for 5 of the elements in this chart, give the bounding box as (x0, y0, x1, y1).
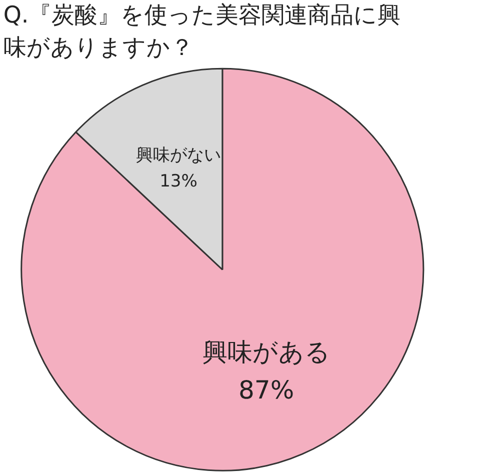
chart-title: Q.『炭酸』を使った美容関連商品に興味がありますか？ (3, 2, 401, 62)
slice-label: 興味がある (202, 338, 330, 367)
slice-label: 興味がない (136, 145, 221, 166)
data-label: 87% (238, 375, 294, 404)
data-label: 13% (160, 171, 198, 192)
